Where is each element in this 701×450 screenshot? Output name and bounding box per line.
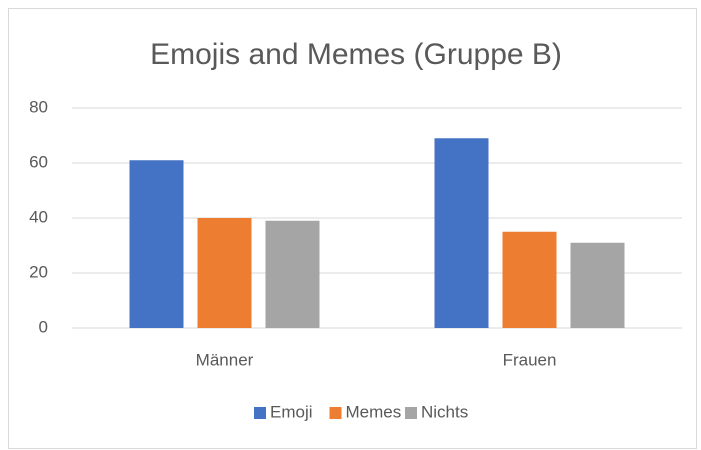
- x-tick-label: Frauen: [503, 350, 557, 369]
- x-tick-label: Männer: [196, 350, 254, 369]
- bar: [502, 231, 557, 328]
- y-tick-label: 20: [29, 262, 48, 281]
- legend-label: Memes: [346, 402, 402, 421]
- bar: [265, 220, 320, 328]
- y-tick-label: 40: [29, 207, 48, 226]
- chart-frame: [8, 8, 697, 449]
- bar: [434, 138, 489, 328]
- y-tick-label: 60: [29, 152, 48, 171]
- legend-swatch: [329, 407, 342, 419]
- y-tick-label: 0: [39, 317, 48, 336]
- legend-label: Emoji: [270, 402, 313, 421]
- bar: [129, 160, 184, 328]
- legend-label: Nichts: [421, 402, 468, 421]
- chart-title: Emojis and Memes (Gruppe B): [150, 38, 562, 71]
- bar: [570, 242, 625, 328]
- y-tick-label: 80: [29, 97, 48, 116]
- bar: [197, 218, 252, 328]
- legend-swatch: [405, 407, 417, 419]
- legend-swatch: [254, 407, 266, 419]
